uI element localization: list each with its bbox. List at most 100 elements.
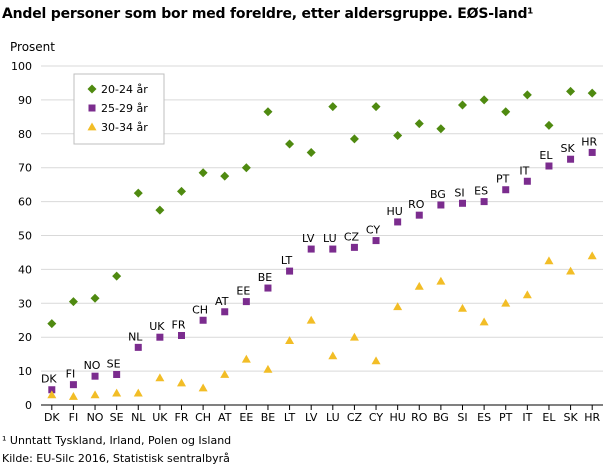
- marker-25-29-r-sk: [567, 155, 575, 163]
- marker-30-34-r-nl: [133, 388, 143, 397]
- marker-25-29-r-at: [221, 308, 229, 316]
- y-tick-label: 10: [18, 365, 32, 378]
- marker-30-34-r-el: [544, 256, 554, 265]
- data-label-hr: HR: [581, 135, 597, 148]
- x-tick-label: ES: [477, 411, 491, 424]
- marker-20-24-r-it: [522, 90, 532, 100]
- marker-20-24-r-cy: [371, 102, 381, 112]
- x-tick-label: IT: [522, 411, 532, 424]
- marker-30-34-r-lu: [328, 351, 338, 360]
- x-tick-label: HU: [389, 411, 405, 424]
- marker-25-29-r-ro: [415, 211, 423, 219]
- marker-30-34-r-fi: [68, 392, 78, 400]
- marker-25-29-r-cy: [372, 237, 380, 245]
- data-label-lv: LV: [302, 232, 315, 245]
- marker-25-29-r-uk: [156, 333, 164, 341]
- data-label-no: NO: [84, 359, 101, 372]
- marker-25-29-r-hu: [394, 218, 402, 226]
- marker-25-29-r-el: [545, 162, 553, 170]
- data-markers: [47, 86, 597, 400]
- footnote-countries-excluded: ¹ Unntatt Tyskland, Irland, Polen og Isl…: [2, 434, 232, 447]
- data-label-dk: DK: [41, 373, 57, 386]
- data-label-cz: CZ: [344, 230, 360, 243]
- data-label-ro: RO: [408, 198, 425, 211]
- data-label-bg: BG: [430, 188, 446, 201]
- marker-20-24-r-se: [112, 271, 122, 281]
- x-tick-label: UK: [152, 411, 168, 424]
- marker-25-29-r-dk: [48, 386, 56, 394]
- marker-25-29-r-it: [523, 177, 531, 185]
- x-tick-label: SI: [457, 411, 467, 424]
- data-label-fi: FI: [66, 368, 76, 381]
- x-tick-label: AT: [218, 411, 232, 424]
- marker-30-34-r-ch: [198, 383, 208, 392]
- marker-20-24-r-nl: [133, 188, 143, 198]
- footnote-source: Kilde: EU-Silc 2016, Statistisk sentralb…: [2, 452, 230, 465]
- marker-20-24-r-uk: [155, 205, 165, 215]
- data-labels: DK FI NO SE NL UK FR CH AT EE BE LT LV LU CZ CY HU RO BG SI…: [41, 135, 598, 385]
- data-label-be: BE: [258, 271, 273, 284]
- marker-20-24-r-dk: [47, 319, 57, 329]
- marker-25-29-r-bg: [437, 201, 445, 209]
- marker-20-24-r-pt: [501, 107, 511, 117]
- x-tick-label: LV: [305, 411, 318, 424]
- y-tick-label: 0: [25, 399, 32, 412]
- x-tick-label: LU: [326, 411, 340, 424]
- x-tick-label: FR: [175, 411, 189, 424]
- marker-30-34-r-si: [458, 303, 467, 312]
- marker-25-29-r-hr: [588, 148, 596, 156]
- marker-30-34-r-it: [522, 290, 532, 299]
- data-label-cy: CY: [366, 224, 380, 237]
- marker-30-34-r-uk: [155, 373, 165, 382]
- x-tick-label: CZ: [347, 411, 363, 424]
- x-tick-label: DK: [44, 411, 60, 424]
- x-tick-label: RO: [411, 411, 428, 424]
- data-label-fr: FR: [172, 319, 186, 332]
- marker-20-24-r-no: [90, 293, 100, 303]
- marker-20-24-r-sk: [566, 86, 576, 96]
- marker-25-29-r-pt: [502, 186, 510, 194]
- y-tick-label: 70: [18, 162, 32, 175]
- data-label-uk: UK: [149, 320, 165, 333]
- marker-25-29-r-lt: [286, 267, 294, 275]
- data-label-hu: HU: [386, 205, 402, 218]
- axes: Prosent 0 10 20 30 40 50 60 70 80 90 100 DK FI NO SE NL U…: [10, 40, 603, 424]
- marker-25-29-r-fr: [178, 332, 185, 340]
- data-label-se: SE: [107, 357, 121, 370]
- x-tick-label: HR: [584, 411, 600, 424]
- legend-marker: [87, 84, 97, 94]
- marker-20-24-r-fi: [68, 297, 78, 307]
- data-label-nl: NL: [128, 330, 143, 343]
- marker-20-24-r-at: [220, 171, 230, 181]
- marker-30-34-r-ee: [241, 354, 251, 363]
- data-label-si: SI: [454, 186, 464, 199]
- marker-25-29-r-lv: [307, 245, 315, 253]
- y-tick-label: 100: [11, 60, 32, 73]
- y-tick-label: 80: [18, 128, 32, 141]
- y-axis-title: Prosent: [10, 40, 55, 54]
- marker-25-29-r-cz: [350, 243, 358, 251]
- x-tick-label: PT: [499, 411, 513, 424]
- marker-30-34-r-at: [220, 369, 230, 378]
- marker-20-24-r-lu: [328, 102, 338, 112]
- y-tick-label: 20: [18, 331, 32, 344]
- legend-label: 25-29 år: [101, 102, 148, 115]
- chart-title: Andel personer som bor med foreldre, ett…: [2, 6, 534, 22]
- marker-25-29-r-nl: [134, 343, 142, 351]
- x-tick-label: EL: [542, 411, 556, 424]
- marker-20-24-r-fr: [177, 186, 186, 196]
- marker-30-34-r-cy: [371, 356, 381, 365]
- legend: 20-24 år 25-29 år 30-34 år: [73, 73, 165, 145]
- x-tick-label: NO: [87, 411, 104, 424]
- marker-20-24-r-hu: [393, 130, 403, 140]
- y-tick-label: 60: [18, 196, 32, 209]
- marker-30-34-r-hr: [587, 251, 597, 260]
- data-label-es: ES: [474, 185, 488, 198]
- data-label-pt: PT: [496, 173, 510, 186]
- marker-20-24-r-lt: [285, 139, 295, 149]
- x-tick-label: NL: [131, 411, 146, 424]
- legend-label: 20-24 år: [101, 83, 148, 96]
- marker-30-34-r-be: [263, 364, 273, 373]
- x-tick-label: CY: [369, 411, 383, 424]
- y-tick-label: 30: [18, 297, 32, 310]
